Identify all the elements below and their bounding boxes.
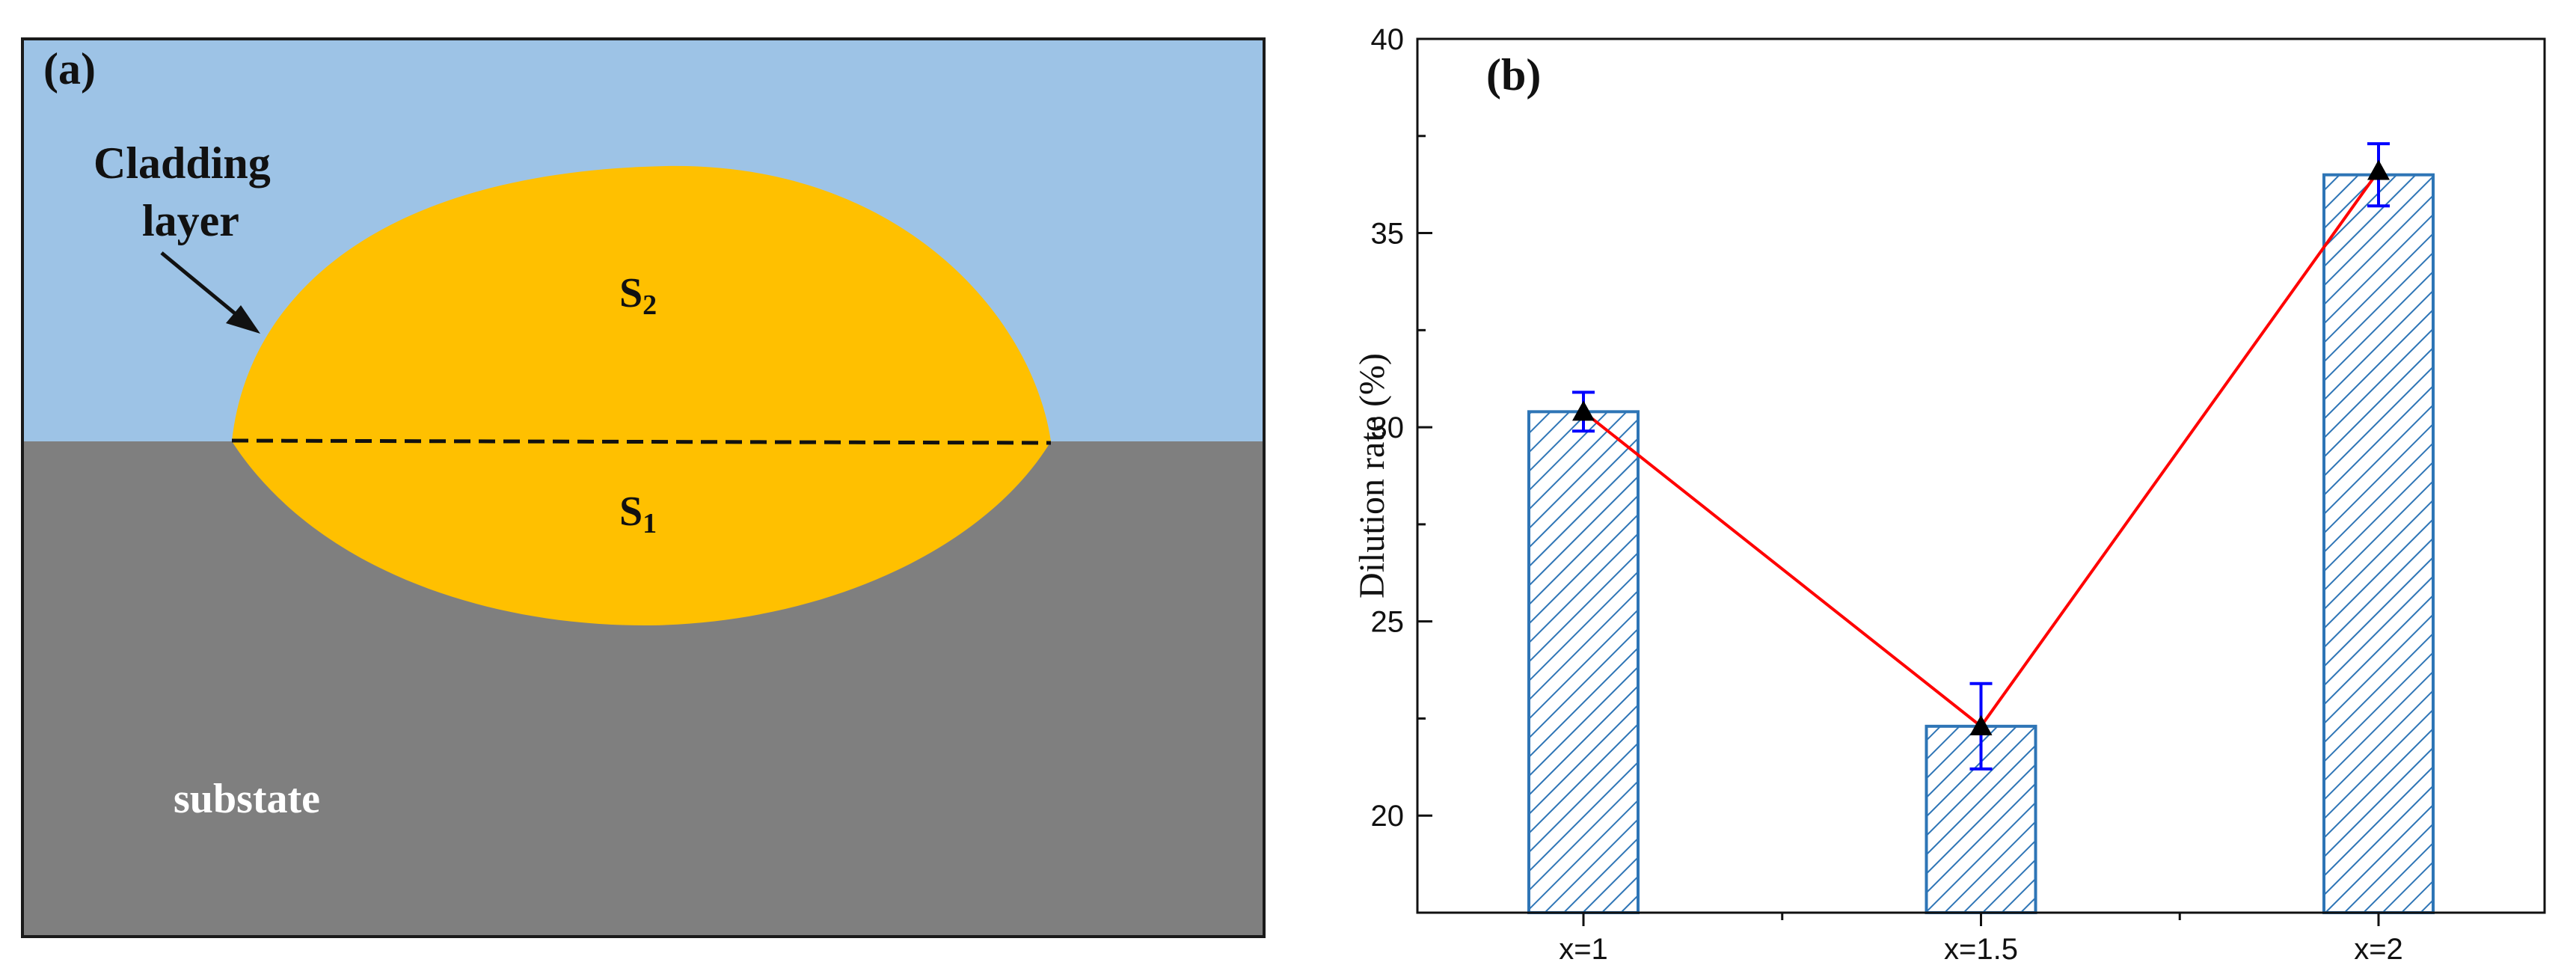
bars-layer [1527,173,2435,914]
arrow-icon [160,251,260,334]
error-bars-layer [1572,142,2390,771]
cladding-layer-label-line2: layer [142,196,239,245]
panel-b-label: (b) [1486,50,1541,99]
y-tick-label: 20 [1371,800,1405,833]
x-tick-label: x=1 [1559,933,1608,966]
x-tick-label: x=2 [2354,933,2403,966]
panel-a-diagram: (a) Cladding layer S2 S1 substate [21,37,1266,938]
panel-a-label: (a) [43,44,96,94]
bar-x=1 [1527,410,1640,914]
trend-line [1582,170,2380,729]
cladding-layer-s2 [232,165,1051,441]
y-tick-label: 25 [1371,606,1405,639]
marker-x=2 [2367,159,2390,180]
y-tick-label: 30 [1371,411,1405,444]
dashed-boundary-line [231,438,1052,445]
marker-x=1.5 [1969,714,1993,735]
panel-b-chart: 20 25 30 35 40 x=1 x=1.5 x=2 (b) Dilution rate… [1352,23,2546,966]
x-tick-label: x=1.5 [1944,933,2018,966]
panel-a-frame [21,37,1266,938]
y-axis-ticks: 20 25 30 35 40 [1371,23,1432,833]
cladding-layer-label: Cladding [93,138,271,188]
markers-layer [1572,159,2390,735]
y-tick-label: 35 [1371,218,1405,251]
substrate-label: substate [174,776,320,822]
y-tick-label: 40 [1371,23,1405,56]
line-layer [1582,170,2380,729]
bar-x=2 [2322,173,2435,914]
marker-x=1 [1572,400,1595,421]
cladding-layer-s1 [232,441,1051,626]
s1-label: S1 [619,489,657,539]
y-axis-label: Dilution rate (%) [1352,353,1392,598]
x-axis-ticks: x=1 x=1.5 x=2 [1559,913,2403,966]
s2-label: S2 [619,270,657,321]
